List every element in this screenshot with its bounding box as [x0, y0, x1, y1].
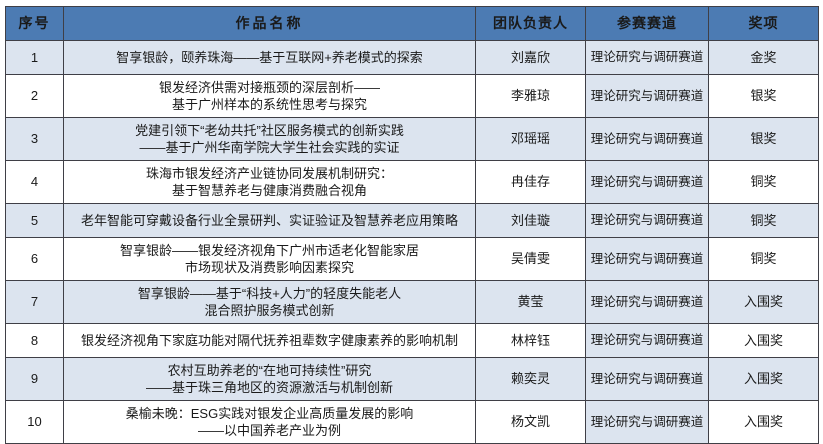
- cell-team-leader: 刘佳璇: [475, 203, 586, 238]
- table-row: 10 桑榆未晚：ESG实践对银发企业高质量发展的影响 ——以中国养老产业为例 杨文凯理…: [5, 400, 819, 444]
- project-title-line: 桑榆未晚：ESG实践对银发企业高质量发展的影响: [125, 405, 414, 421]
- cell-award-level: 入围奖: [708, 357, 819, 401]
- cell-sequence-number: 10: [5, 400, 64, 444]
- project-title-line: 基于广州样本的系统性思考与探究: [171, 97, 367, 112]
- project-title-line: 混合照护服务模式创新: [204, 303, 335, 318]
- cell-sequence-number: 5: [5, 203, 64, 238]
- cell-award-level: 铜奖: [708, 203, 819, 238]
- table-row: 9 农村互助养老的“在地可持续性”研究 ——基于珠三角地区的资源激活与机制创新 赖奕灵…: [5, 357, 819, 401]
- cell-project-title: 党建引领下“老幼共托”社区服务模式的创新实践 ——基于广州华南学院大学生社会实践的…: [63, 117, 476, 161]
- column-header-title: 作品名称: [63, 6, 476, 41]
- project-title-line: 珠海市银发经济产业链协同发展机制研究：: [145, 165, 393, 181]
- project-title-line: 市场现状及消费影响因素探究: [184, 260, 354, 275]
- table-row: 3 党建引领下“老幼共托”社区服务模式的创新实践 ——基于广州华南学院大学生社会实践…: [5, 117, 819, 161]
- cell-sequence-number: 2: [5, 74, 64, 118]
- cell-project-title: 智享银龄——基于“科技+人力”的轻度失能老人 混合照护服务模式创新: [63, 280, 476, 324]
- cell-team-leader: 邓瑶瑶: [475, 117, 586, 161]
- project-title-line: 银发经济视角下家庭功能对隔代抚养祖辈数字健康素养的影响机制: [80, 332, 458, 348]
- cell-sequence-number: 4: [5, 160, 64, 204]
- table-row: 8 银发经济视角下家庭功能对隔代抚养祖辈数字健康素养的影响机制 林梓钰 理论研究与调研…: [5, 323, 819, 358]
- table-row: 2 银发经济供需对接瓶颈的深层剖析—— 基于广州样本的系统性思考与探究 李雅琼 理论研究…: [5, 74, 819, 118]
- column-header-lead: 团队负责人: [475, 6, 586, 41]
- table-body: 1 智享银龄，颐养珠海——基于互联网+养老模式的探索 刘嘉欣 理论研究与调研赛道 金奖 2…: [5, 40, 819, 444]
- column-header-award: 奖项: [708, 6, 819, 41]
- project-title-line: 智享银龄——基于“科技+人力”的轻度失能老人: [137, 285, 402, 301]
- cell-team-leader: 吴倩雯: [475, 237, 586, 281]
- cell-sequence-number: 6: [5, 237, 64, 281]
- project-title-line: ——基于珠三角地区的资源激活与机制创新: [145, 380, 393, 395]
- cell-sequence-number: 3: [5, 117, 64, 161]
- table-header: 序号 作品名称 团队负责人 参赛赛道 奖项: [5, 6, 819, 41]
- table-row: 1 智享银龄，颐养珠海——基于互联网+养老模式的探索 刘嘉欣 理论研究与调研赛道 金奖: [5, 40, 819, 75]
- project-title-line: 农村互助养老的“在地可持续性”研究: [167, 362, 372, 378]
- cell-team-leader: 黄莹: [475, 280, 586, 324]
- cell-team-leader: 林梓钰: [475, 323, 586, 358]
- cell-competition-track: 理论研究与调研赛道: [585, 203, 709, 238]
- cell-sequence-number: 8: [5, 323, 64, 358]
- cell-competition-track: 理论研究与调研赛道: [585, 237, 709, 281]
- cell-award-level: 金奖: [708, 40, 819, 75]
- project-title-line: 智享银龄，颐养珠海——基于互联网+养老模式的探索: [116, 49, 423, 65]
- cell-award-level: 铜奖: [708, 237, 819, 281]
- cell-project-title: 银发经济供需对接瓶颈的深层剖析—— 基于广州样本的系统性思考与探究: [63, 74, 476, 118]
- project-title-line: 老年智能可穿戴设备行业全景研判、实证验证及智慧养老应用策略: [80, 212, 458, 228]
- header-row: 序号 作品名称 团队负责人 参赛赛道 奖项: [5, 6, 819, 41]
- cell-team-leader: 冉佳存: [475, 160, 586, 204]
- table-row: 6 智享银龄——银发经济视角下广州市适老化智能家居 市场现状及消费影响因素探究 吴倩雯…: [5, 237, 819, 281]
- cell-competition-track: 理论研究与调研赛道: [585, 40, 709, 75]
- cell-competition-track: 理论研究与调研赛道: [585, 74, 709, 118]
- cell-sequence-number: 9: [5, 357, 64, 401]
- cell-team-leader: 杨文凯: [475, 400, 586, 444]
- project-title-line: 党建引领下“老幼共托”社区服务模式的创新实践: [135, 122, 404, 138]
- cell-award-level: 银奖: [708, 117, 819, 161]
- award-results-table: 序号 作品名称 团队负责人 参赛赛道 奖项 1 智享银龄，颐养珠海——基于互联网+…: [5, 6, 819, 444]
- cell-award-level: 入围奖: [708, 323, 819, 358]
- cell-project-title: 桑榆未晚：ESG实践对银发企业高质量发展的影响 ——以中国养老产业为例: [63, 400, 476, 444]
- cell-competition-track: 理论研究与调研赛道: [585, 117, 709, 161]
- cell-team-leader: 李雅琼: [475, 74, 586, 118]
- cell-project-title: 智享银龄——银发经济视角下广州市适老化智能家居 市场现状及消费影响因素探究: [63, 237, 476, 281]
- cell-project-title: 智享银龄，颐养珠海——基于互联网+养老模式的探索: [63, 40, 476, 75]
- cell-competition-track: 理论研究与调研赛道: [585, 160, 709, 204]
- cell-sequence-number: 7: [5, 280, 64, 324]
- column-header-seq: 序号: [5, 6, 64, 41]
- cell-project-title: 珠海市银发经济产业链协同发展机制研究： 基于智慧养老与健康消费融合视角: [63, 160, 476, 204]
- project-title-line: 银发经济供需对接瓶颈的深层剖析——: [158, 79, 380, 95]
- cell-project-title: 银发经济视角下家庭功能对隔代抚养祖辈数字健康素养的影响机制: [63, 323, 476, 358]
- cell-award-level: 入围奖: [708, 400, 819, 444]
- cell-competition-track: 理论研究与调研赛道: [585, 280, 709, 324]
- project-title-line: 智享银龄——银发经济视角下广州市适老化智能家居: [119, 242, 419, 258]
- project-title-line: 基于智慧养老与健康消费融合视角: [171, 183, 367, 198]
- cell-project-title: 老年智能可穿戴设备行业全景研判、实证验证及智慧养老应用策略: [63, 203, 476, 238]
- cell-project-title: 农村互助养老的“在地可持续性”研究 ——基于珠三角地区的资源激活与机制创新: [63, 357, 476, 401]
- cell-award-level: 入围奖: [708, 280, 819, 324]
- cell-award-level: 银奖: [708, 74, 819, 118]
- cell-team-leader: 赖奕灵: [475, 357, 586, 401]
- project-title-line: ——以中国养老产业为例: [197, 423, 341, 438]
- cell-competition-track: 理论研究与调研赛道: [585, 323, 709, 358]
- table-row: 4 珠海市银发经济产业链协同发展机制研究： 基于智慧养老与健康消费融合视角 冉佳存 理论…: [5, 160, 819, 204]
- cell-sequence-number: 1: [5, 40, 64, 75]
- cell-team-leader: 刘嘉欣: [475, 40, 586, 75]
- cell-award-level: 铜奖: [708, 160, 819, 204]
- cell-competition-track: 理论研究与调研赛道: [585, 357, 709, 401]
- project-title-line: ——基于广州华南学院大学生社会实践的实证: [139, 140, 400, 155]
- table-row: 7 智享银龄——基于“科技+人力”的轻度失能老人 混合照护服务模式创新 黄莹 理论研究与…: [5, 280, 819, 324]
- column-header-track: 参赛赛道: [585, 6, 709, 41]
- table-row: 5 老年智能可穿戴设备行业全景研判、实证验证及智慧养老应用策略 刘佳璇 理论研究与调研…: [5, 203, 819, 238]
- cell-competition-track: 理论研究与调研赛道: [585, 400, 709, 444]
